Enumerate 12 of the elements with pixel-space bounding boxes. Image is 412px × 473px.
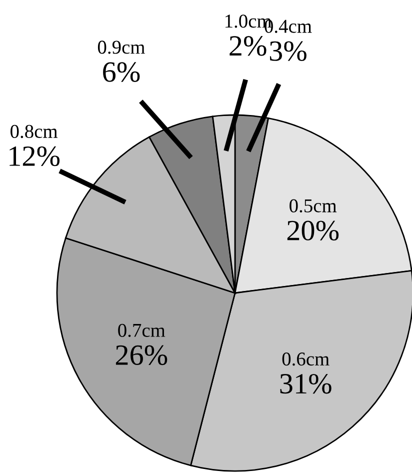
- slice-label: 0.5cm: [290, 199, 337, 212]
- data-label: 3%: [270, 41, 306, 62]
- data-label: 12%: [10, 146, 60, 166]
- slice-label: 0.8cm: [10, 124, 58, 138]
- slice-label: 0.7cm: [118, 324, 166, 338]
- data-label: 31%: [280, 374, 332, 394]
- data-label: 20%: [287, 220, 339, 241]
- data-label: 26%: [116, 345, 168, 366]
- slice-label: 0.6cm: [282, 352, 330, 366]
- slice-label: 0.9cm: [98, 40, 145, 54]
- data-label: 2%: [230, 36, 266, 56]
- data-label: 6%: [103, 62, 140, 82]
